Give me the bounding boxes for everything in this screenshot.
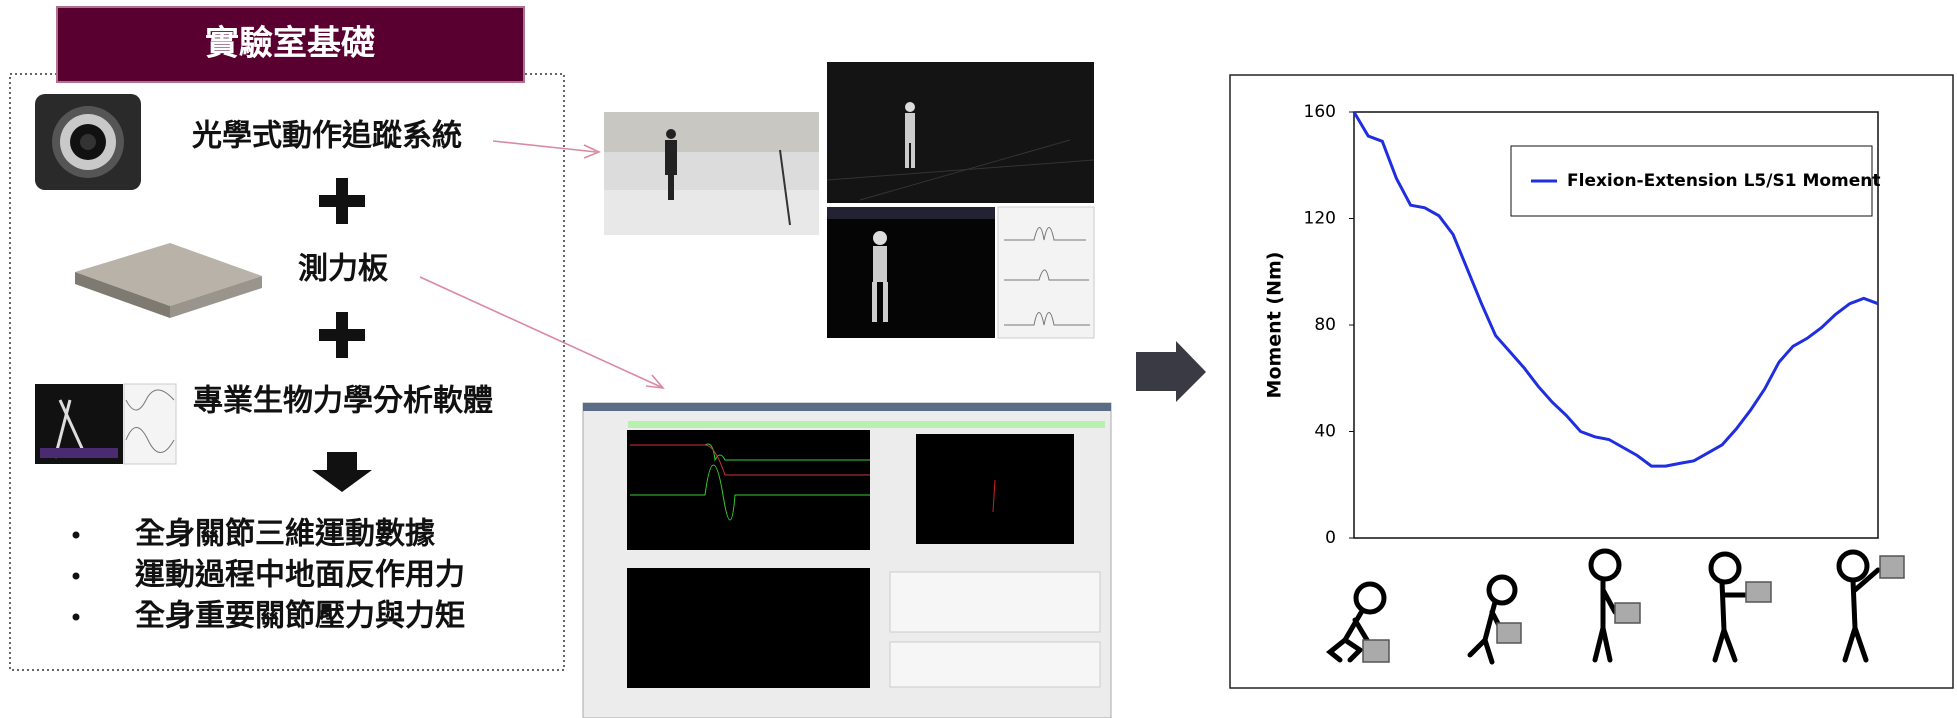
legend-label: Flexion-Extension L5/S1 Moment	[1567, 171, 1881, 191]
y-tick-label: 160	[1304, 102, 1336, 122]
item-label: 專業生物力學分析軟體	[193, 384, 493, 419]
bullet-dot	[73, 573, 80, 580]
bullet-text: 全身關節三維運動數據	[135, 517, 436, 552]
y-tick-label: 40	[1314, 422, 1336, 442]
plus-icon	[319, 178, 365, 224]
software-thumbnail	[35, 384, 176, 464]
bullet-dot	[73, 614, 80, 621]
mocap-viewer	[827, 62, 1094, 203]
camera-image	[35, 94, 141, 190]
connector-arrow	[420, 277, 663, 388]
right-arrow	[1136, 341, 1206, 402]
connector-arrow	[493, 141, 599, 158]
bullet-text: 運動過程中地面反作用力	[134, 558, 465, 593]
graph-thumbnails	[998, 207, 1094, 338]
item-label: 測力板	[298, 252, 389, 287]
y-tick-label: 0	[1325, 528, 1336, 548]
item-label: 光學式動作追蹤系統	[192, 119, 462, 154]
y-tick-label: 80	[1314, 315, 1336, 335]
bullet-dot	[73, 532, 80, 539]
lab-photo	[604, 112, 819, 235]
plus-icon	[319, 312, 365, 358]
bullet-text: 全身重要關節壓力與力矩	[135, 599, 465, 634]
down-arrow	[312, 452, 372, 492]
software-window	[583, 403, 1111, 718]
force-plate-image	[75, 243, 262, 318]
y-tick-label: 120	[1304, 209, 1336, 229]
skeleton-viewer	[827, 207, 995, 338]
title: 實驗室基礎	[205, 24, 375, 64]
page: 實驗室基礎 光學式動作追蹤系統 測力板 專業生物力學分析軟體 全身關節三維運動數…	[0, 0, 1957, 718]
y-axis-label: Moment (Nm)	[1264, 252, 1286, 399]
